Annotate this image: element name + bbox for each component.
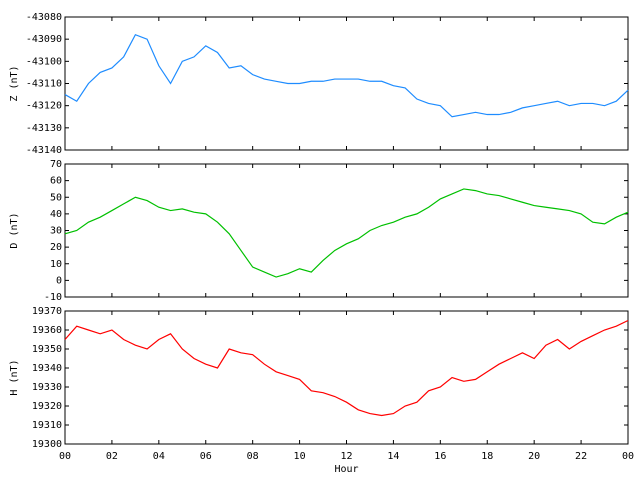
plot-frame [64, 16, 629, 151]
plot-frame [64, 310, 629, 445]
y-axis-label: D (nT) [9, 212, 20, 248]
y-tick-label: 0 [56, 275, 62, 286]
y-tick-label: 30 [50, 226, 62, 237]
y-tick-label: 19340 [32, 363, 62, 374]
y-tick-label: 19300 [32, 439, 62, 450]
x-tick-label: 04 [153, 451, 165, 462]
plot-frame [64, 163, 629, 298]
y-tick-label: 10 [50, 259, 62, 270]
x-tick-label: 08 [247, 451, 259, 462]
x-tick-label: 18 [481, 451, 493, 462]
x-tick-label: 12 [340, 451, 352, 462]
y-tick-label: 19330 [32, 382, 62, 393]
y-tick-label: -43110 [26, 79, 62, 90]
x-tick-label: 00 [59, 451, 71, 462]
y-tick-label: 40 [50, 209, 62, 220]
data-line [64, 33, 629, 118]
y-tick-label: 19360 [32, 325, 62, 336]
y-tick-label: 20 [50, 242, 62, 253]
x-tick-label: 06 [200, 451, 212, 462]
x-tick-label: 22 [575, 451, 587, 462]
y-tick-label: -43100 [26, 56, 62, 67]
y-axis-label: Z (nT) [9, 65, 20, 101]
y-tick-label: -10 [44, 292, 62, 303]
y-tick-label: 19370 [32, 306, 62, 317]
x-tick-label: 10 [294, 451, 306, 462]
x-tick-label: 00 [622, 451, 634, 462]
x-tick-label: 16 [434, 451, 446, 462]
y-tick-label: 19320 [32, 401, 62, 412]
x-tick-label: 14 [387, 451, 399, 462]
data-line [64, 319, 629, 417]
x-axis-label: Hour [334, 464, 358, 475]
y-tick-label: 50 [50, 192, 62, 203]
data-line [64, 188, 629, 278]
x-tick-label: 20 [528, 451, 540, 462]
y-axis-label: H (nT) [9, 359, 20, 395]
y-tick-label: -43080 [26, 12, 62, 23]
y-tick-label: 60 [50, 176, 62, 187]
y-tick-label: 70 [50, 159, 62, 170]
x-tick-label: 02 [106, 451, 118, 462]
y-tick-label: -43130 [26, 123, 62, 134]
y-tick-label: -43120 [26, 101, 62, 112]
y-tick-label: -43090 [26, 34, 62, 45]
y-tick-label: -43140 [26, 145, 62, 156]
y-tick-label: 19310 [32, 420, 62, 431]
y-tick-label: 19350 [32, 344, 62, 355]
